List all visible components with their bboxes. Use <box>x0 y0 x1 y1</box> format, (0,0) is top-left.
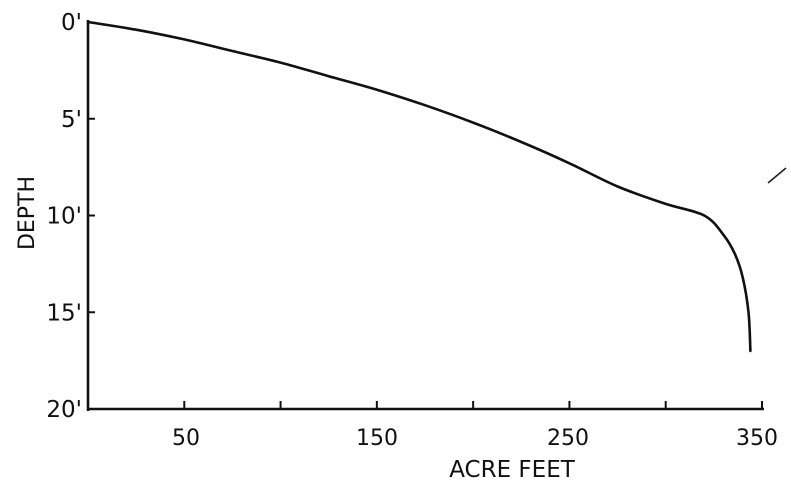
y-tick-label: 0' <box>61 10 82 36</box>
x-tick-label: 250 <box>547 426 589 451</box>
y-tick-label: 10' <box>46 204 82 230</box>
y-tick-label: 15' <box>46 300 82 326</box>
y-axis-title: DEPTH <box>15 176 40 250</box>
ticks-layer: 50 150 250 350 0' 5' 10' 15' 20' <box>46 10 778 451</box>
x-tick-label: 150 <box>356 426 398 451</box>
series-layer <box>86 20 752 353</box>
axes-layer <box>86 20 764 411</box>
x-axis-title: ACRE FEET <box>449 457 576 483</box>
x-tick-label: 50 <box>172 426 200 451</box>
labels-layer: ACRE FEET DEPTH <box>15 176 576 483</box>
y-tick-label: 5' <box>61 107 82 133</box>
y-tick-label: 20' <box>46 397 82 423</box>
stray-mark <box>767 167 787 184</box>
series-line-0 <box>86 20 752 353</box>
x-tick-label: 350 <box>736 426 778 451</box>
